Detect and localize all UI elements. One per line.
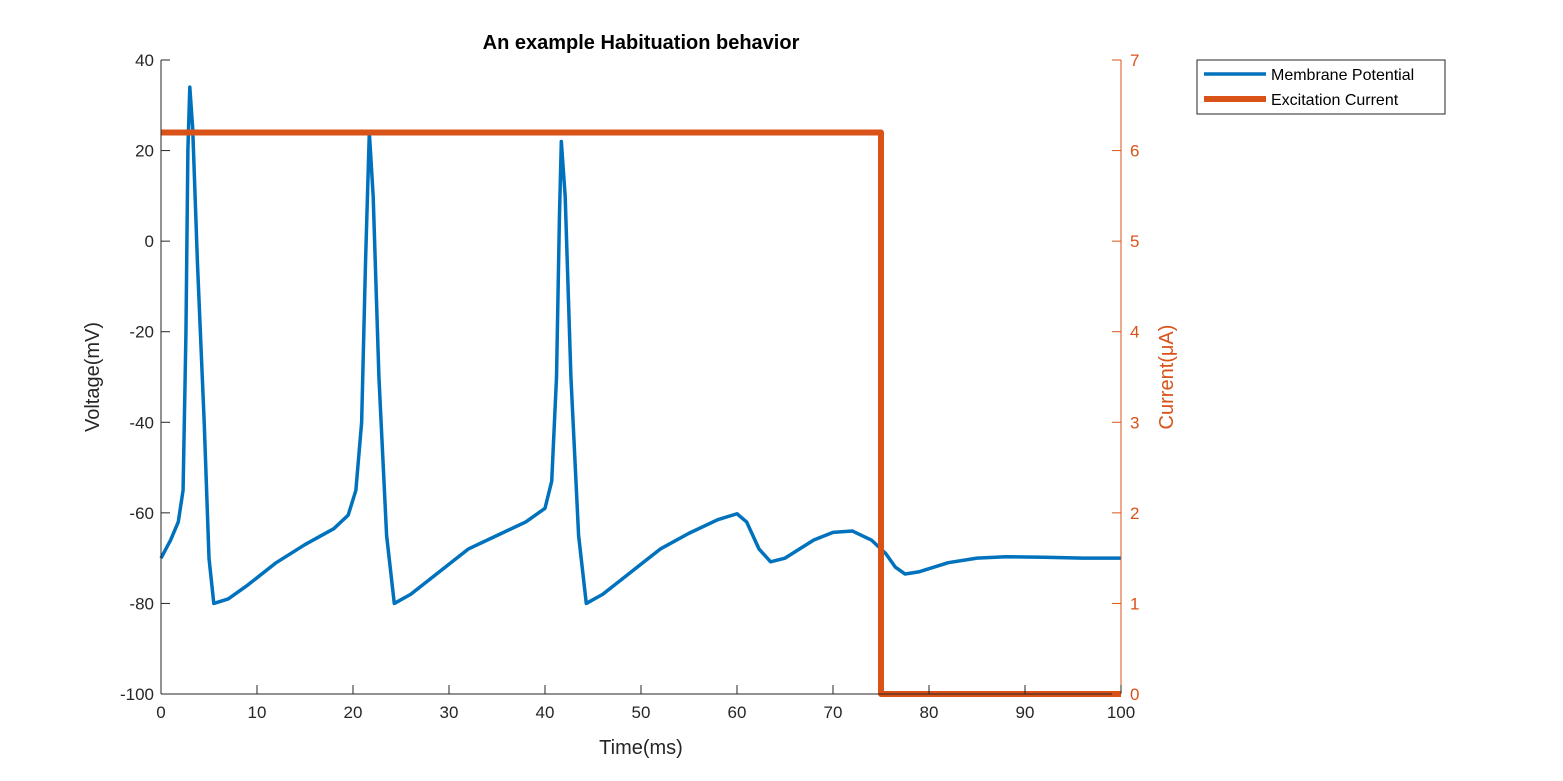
y-left-tick-label: -80 bbox=[129, 594, 154, 613]
y-right-tick-label: 2 bbox=[1130, 504, 1139, 523]
legend-label-membrane-potential: Membrane Potential bbox=[1271, 67, 1414, 84]
x-tick-label: 10 bbox=[248, 703, 267, 722]
x-tick-label: 20 bbox=[344, 703, 363, 722]
axes: 0 10 20 30 40 50 60 70 80 90 100-100-80-60-40-2002… bbox=[120, 51, 1140, 722]
y-right-tick-label: 5 bbox=[1130, 232, 1139, 251]
y-right-tick-label: 1 bbox=[1130, 594, 1139, 613]
x-axis-label: Time(ms) bbox=[599, 737, 683, 759]
x-tick-label: 80 bbox=[920, 703, 939, 722]
y-axis-right-label: Current(μA) bbox=[1156, 325, 1178, 430]
y-left-tick-label: 20 bbox=[135, 142, 154, 161]
x-tick-label: 90 bbox=[1016, 703, 1035, 722]
y-left-tick-label: -60 bbox=[129, 504, 154, 523]
x-tick-label: 0 bbox=[156, 703, 165, 722]
y-left-tick-label: 0 bbox=[145, 232, 154, 251]
y-axis-left-label: Voltage(mV) bbox=[82, 322, 104, 432]
series-line-membrane-potential bbox=[159, 85, 1121, 606]
legend: Membrane Potential Excitation Current bbox=[1196, 59, 1446, 115]
y-right-tick-label: 4 bbox=[1130, 323, 1139, 342]
x-tick-label: 40 bbox=[536, 703, 555, 722]
y-left-tick-label: -40 bbox=[129, 413, 154, 432]
legend-label-excitation-current: Excitation Current bbox=[1271, 92, 1399, 109]
x-tick-label: 70 bbox=[824, 703, 843, 722]
chart-title: An example Habituation behavior bbox=[483, 32, 800, 54]
y-left-tick-label: -20 bbox=[129, 323, 154, 342]
x-tick-label: 30 bbox=[440, 703, 459, 722]
y-right-tick-label: 3 bbox=[1130, 413, 1139, 432]
legend-box bbox=[1196, 59, 1446, 115]
x-tick-label: 60 bbox=[728, 703, 747, 722]
x-tick-label: 50 bbox=[632, 703, 651, 722]
y-right-tick-label: 6 bbox=[1130, 142, 1139, 161]
y-left-tick-label: -100 bbox=[120, 685, 154, 704]
y-left-tick-label: 40 bbox=[135, 51, 154, 70]
x-tick-label: 100 bbox=[1107, 703, 1135, 722]
y-right-tick-label: 0 bbox=[1130, 685, 1139, 704]
y-right-tick-label: 7 bbox=[1130, 51, 1139, 70]
